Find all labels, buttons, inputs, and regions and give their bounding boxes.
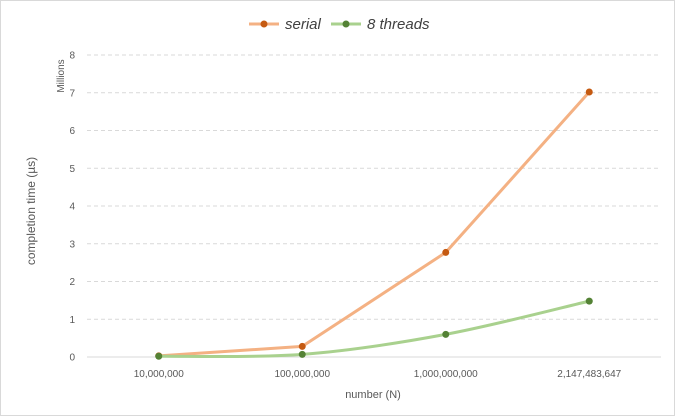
y-tick-label: 5: [69, 164, 75, 175]
y-tick-label: 0: [69, 353, 75, 364]
data-point-8-threads: [298, 350, 306, 358]
series-line-8-threads: [157, 299, 591, 359]
data-point-serial: [298, 342, 306, 350]
series-line-serial: [157, 90, 591, 358]
y-tick-label: 4: [69, 202, 75, 213]
data-point-serial: [585, 88, 593, 96]
plot-area: [155, 88, 593, 360]
x-tick-label: 10,000,000: [134, 369, 184, 380]
data-point-8-threads: [155, 352, 163, 360]
x-axis-title: number (N): [345, 389, 401, 401]
x-tick-label: 2,147,483,647: [557, 369, 621, 380]
data-point-serial: [442, 248, 450, 256]
x-axis-ticks: 10,000,000 100,000,000 1,000,000,000 2,147,…: [134, 369, 622, 380]
grid-lines: [87, 54, 661, 358]
y-tick-label: 2: [69, 277, 75, 288]
y-axis-ticks: 0 1 2 3 4 5 6 7 8: [69, 51, 75, 364]
y-tick-label: 7: [69, 88, 75, 99]
y-tick-label: 6: [69, 126, 75, 137]
y-axis-title: completion time (µs): [24, 157, 38, 265]
y-tick-label: 1: [69, 315, 75, 326]
x-tick-label: 100,000,000: [274, 369, 330, 380]
legend-label-serial: serial: [285, 16, 322, 33]
data-point-8-threads: [585, 297, 593, 305]
x-tick-label: 1,000,000,000: [414, 369, 478, 380]
legend-marker-serial: [260, 20, 268, 28]
legend-marker-8-threads: [342, 20, 350, 28]
y-tick-label: 3: [69, 239, 75, 250]
y-tick-label: 8: [69, 51, 75, 62]
data-point-8-threads: [442, 330, 450, 338]
y-axis-units-label: Millions: [56, 59, 67, 92]
legend: serial 8 threads: [249, 16, 430, 33]
legend-label-8-threads: 8 threads: [367, 16, 430, 33]
